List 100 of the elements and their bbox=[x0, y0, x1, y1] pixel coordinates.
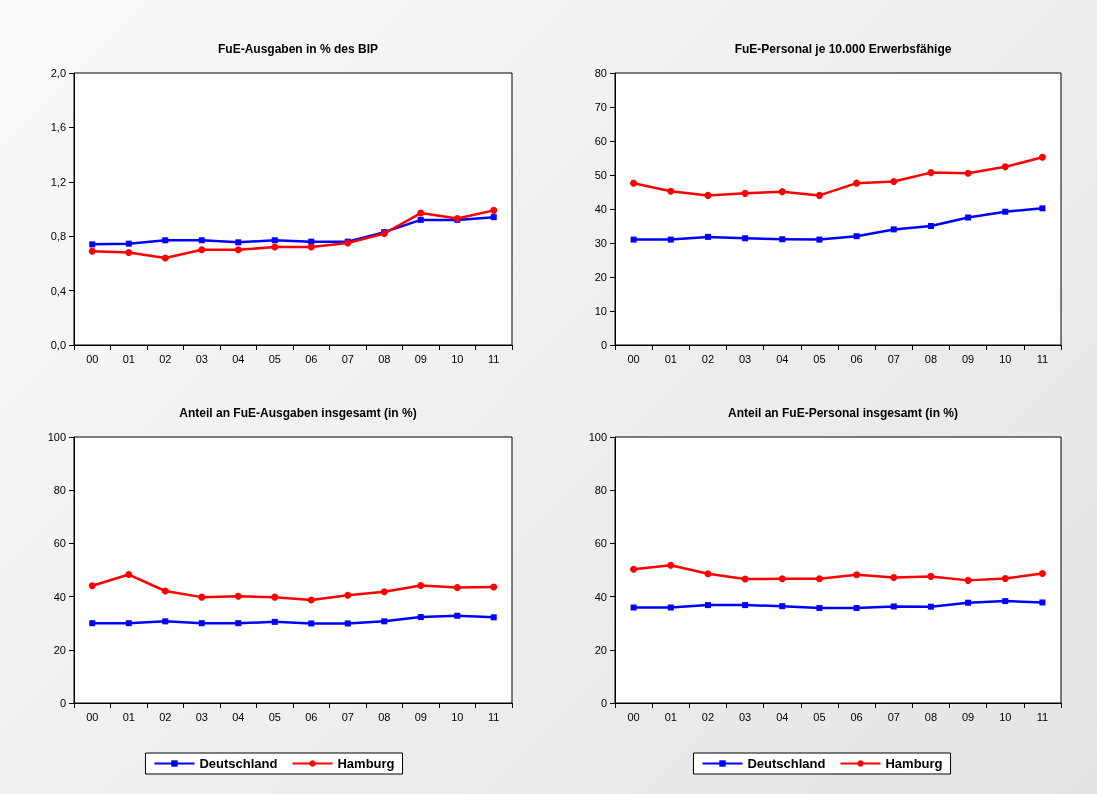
point bbox=[667, 187, 675, 195]
point bbox=[630, 179, 638, 187]
point bbox=[125, 240, 132, 247]
point bbox=[308, 620, 315, 627]
point bbox=[161, 587, 169, 595]
y-tick-label: 60 bbox=[594, 135, 607, 147]
point bbox=[1038, 569, 1046, 577]
point bbox=[965, 599, 972, 606]
point bbox=[1001, 163, 1009, 171]
x-tick-label: 06 bbox=[305, 352, 318, 365]
point bbox=[890, 573, 898, 581]
y-tick-label: 0,8 bbox=[50, 230, 66, 243]
legend-label: Deutschland bbox=[747, 756, 826, 771]
x-tick-label: 00 bbox=[86, 710, 99, 723]
point bbox=[344, 591, 352, 599]
point bbox=[704, 570, 712, 578]
y-tick-label: 40 bbox=[594, 203, 607, 215]
y-tick-label: 20 bbox=[594, 643, 607, 656]
y-tick-label: 20 bbox=[53, 643, 66, 656]
x-tick-label: 08 bbox=[378, 352, 391, 365]
point bbox=[742, 235, 749, 242]
point bbox=[1001, 575, 1009, 583]
x-tick-label: 11 bbox=[488, 352, 500, 365]
point bbox=[704, 233, 711, 240]
point bbox=[271, 237, 278, 244]
x-tick-label: 03 bbox=[738, 710, 752, 723]
x-tick-label: 09 bbox=[414, 352, 427, 365]
x-tick-label: 01 bbox=[664, 710, 677, 723]
x-tick-label: 05 bbox=[268, 710, 281, 723]
point bbox=[890, 177, 898, 185]
point bbox=[125, 249, 133, 257]
y-tick-label: 60 bbox=[53, 537, 66, 550]
point bbox=[417, 209, 425, 217]
point bbox=[853, 571, 861, 579]
point bbox=[88, 582, 96, 590]
point bbox=[89, 241, 96, 248]
point bbox=[271, 593, 279, 601]
y-tick-label: 0,0 bbox=[50, 339, 66, 351]
point bbox=[742, 602, 749, 609]
y-tick-label: 100 bbox=[588, 431, 607, 443]
x-tick-label: 04 bbox=[232, 352, 245, 365]
x-tick-label: 10 bbox=[999, 710, 1012, 723]
legend-label: Deutschland bbox=[199, 756, 278, 771]
x-tick-label: 11 bbox=[1036, 352, 1049, 365]
point bbox=[816, 236, 823, 243]
point bbox=[453, 584, 461, 592]
point bbox=[1038, 153, 1046, 161]
point bbox=[853, 605, 860, 612]
y-tick-label: 40 bbox=[594, 590, 607, 603]
point bbox=[964, 576, 972, 584]
point bbox=[88, 247, 96, 255]
chart-title: Anteil an FuE-Personal insgesamt (in %) bbox=[727, 406, 959, 420]
x-tick-label: 11 bbox=[488, 710, 500, 723]
y-tick-label: 50 bbox=[594, 169, 607, 181]
y-tick-label: 0,4 bbox=[50, 284, 66, 297]
x-tick-label: 03 bbox=[195, 352, 208, 365]
x-tick-label: 08 bbox=[924, 352, 938, 365]
x-tick-label: 10 bbox=[451, 352, 464, 365]
point bbox=[964, 169, 972, 177]
x-tick-label: 06 bbox=[305, 710, 318, 723]
x-tick-label: 11 bbox=[1036, 710, 1049, 723]
x-tick-label: 05 bbox=[813, 710, 826, 723]
point bbox=[741, 189, 749, 197]
point bbox=[490, 614, 497, 621]
point bbox=[125, 620, 132, 627]
point bbox=[1002, 598, 1009, 605]
x-tick-label: 07 bbox=[887, 352, 900, 365]
point bbox=[816, 605, 823, 612]
point bbox=[667, 236, 674, 243]
x-tick-label: 10 bbox=[451, 710, 464, 723]
point bbox=[778, 188, 786, 196]
x-tick-label: 07 bbox=[887, 710, 900, 723]
x-tick-label: 00 bbox=[627, 352, 640, 365]
x-tick-label: 03 bbox=[738, 352, 752, 365]
point bbox=[417, 581, 425, 589]
legend-label: Hamburg bbox=[337, 756, 395, 771]
x-tick-label: 01 bbox=[122, 352, 135, 365]
point bbox=[1039, 599, 1046, 606]
point bbox=[667, 604, 674, 611]
x-tick-label: 06 bbox=[850, 352, 863, 365]
x-tick-label: 03 bbox=[195, 710, 208, 723]
x-tick-label: 00 bbox=[86, 352, 99, 365]
x-tick-label: 02 bbox=[701, 710, 715, 723]
point bbox=[307, 596, 315, 604]
point bbox=[198, 620, 205, 627]
point bbox=[344, 620, 351, 627]
point bbox=[490, 214, 497, 221]
y-tick-label: 20 bbox=[594, 271, 607, 283]
point bbox=[704, 602, 711, 609]
chart-title: Anteil an FuE-Ausgaben insgesamt (in %) bbox=[179, 406, 417, 420]
point bbox=[198, 593, 206, 601]
point bbox=[779, 236, 786, 243]
point bbox=[198, 237, 205, 244]
point bbox=[235, 239, 242, 246]
point bbox=[271, 618, 278, 625]
y-tick-label: 100 bbox=[47, 431, 66, 443]
point bbox=[704, 191, 712, 199]
point bbox=[381, 618, 388, 625]
point bbox=[162, 618, 169, 625]
point bbox=[417, 216, 424, 223]
